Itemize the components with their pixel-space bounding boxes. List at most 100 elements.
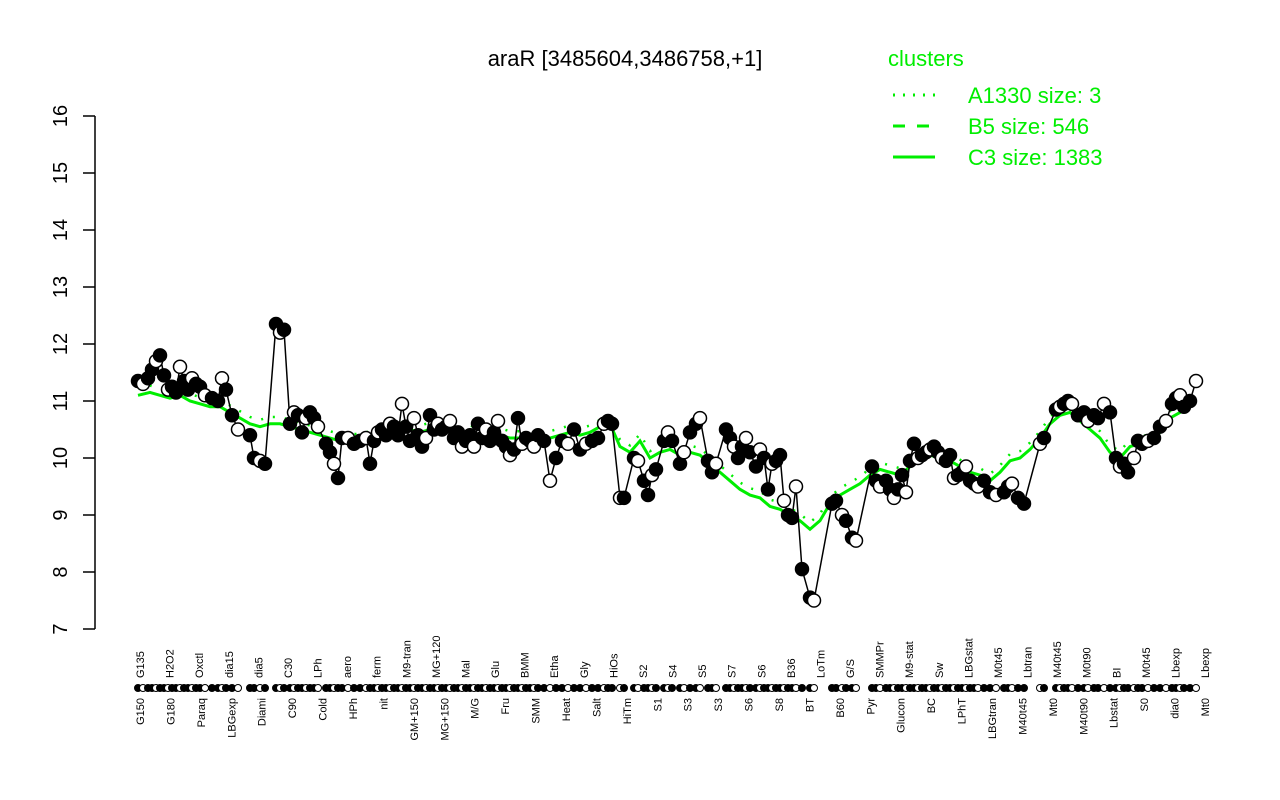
category-label: S4 (668, 665, 680, 678)
category-label: LPh (313, 658, 325, 678)
y-tick-label: 15 (50, 162, 72, 184)
data-point (760, 482, 776, 497)
category-label: MG+150 (439, 698, 451, 741)
category-marker (852, 684, 860, 692)
category-label: Gly (579, 661, 591, 678)
data-point (1004, 476, 1020, 491)
category-marker (798, 684, 806, 692)
data-point (560, 436, 576, 451)
category-label: Sw (934, 663, 946, 678)
category-label: M40t45 (1017, 698, 1029, 735)
category-marker (608, 684, 616, 692)
data-point (242, 427, 258, 443)
category-label: M40t90 (1078, 698, 1090, 735)
category-label: nit (378, 698, 390, 710)
data-point (230, 422, 246, 437)
category-label: G150 (135, 698, 147, 725)
category-label: SMMPr (875, 641, 887, 678)
series-line (137, 321, 1197, 602)
category-label: ferm (372, 656, 384, 678)
category-label: SMM (531, 698, 543, 724)
category-label: aero (342, 656, 354, 678)
y-tick-label: 16 (50, 105, 72, 127)
data-point (310, 419, 326, 434)
category-label: S7 (727, 665, 739, 678)
data-point (326, 456, 342, 471)
category-label: Diami (257, 698, 269, 726)
y-tick-label: 13 (50, 276, 72, 298)
category-label: S3 (683, 698, 695, 711)
legend-entry-c3: C3 size: 1383 (968, 145, 1103, 170)
legend-entry-b5: B5 size: 546 (968, 114, 1089, 139)
category-label: Cold (318, 698, 330, 721)
category-label: Lbexp (1170, 648, 1182, 678)
data-point (772, 447, 788, 463)
category-label: HiTm (622, 698, 634, 724)
category-label: Mal (460, 660, 472, 678)
data-point (490, 413, 506, 429)
data-point (906, 436, 922, 451)
category-label: G180 (165, 698, 177, 725)
data-point (510, 410, 526, 426)
data-point (442, 413, 458, 429)
data-point (156, 368, 172, 383)
data-point (1158, 413, 1174, 429)
y-tick-label: 7 (50, 623, 72, 634)
data-point (794, 561, 810, 577)
data-point (1126, 450, 1142, 466)
category-label: S6 (744, 698, 756, 711)
legend: clusters A1330 size: 3 B5 size: 546 C3 s… (888, 46, 1103, 170)
data-point (616, 490, 632, 506)
data-point (738, 430, 754, 446)
category-marker (234, 684, 242, 692)
category-label: dia15 (224, 651, 236, 678)
y-tick-label: 12 (50, 333, 72, 355)
data-point (806, 593, 822, 608)
y-axis: 7 8 9 10 11 12 13 14 15 16 (50, 105, 96, 635)
category-marker (696, 684, 704, 692)
category-marker (810, 684, 818, 692)
category-label: Etha (549, 654, 561, 678)
category-label: Lbtran (1023, 647, 1035, 678)
data-point (894, 467, 910, 483)
category-label: MG+120 (431, 636, 443, 679)
data-point (958, 459, 974, 474)
data-point (630, 453, 646, 469)
category-label: C30 (283, 658, 295, 678)
category-label: Glucon (896, 698, 908, 733)
category-marker (1040, 684, 1048, 692)
category-marker (261, 684, 269, 692)
category-label: S8 (774, 698, 786, 711)
data-point (976, 473, 992, 489)
data-point (1188, 373, 1204, 389)
category-marker (1020, 684, 1028, 692)
cluster-lines (137, 384, 1198, 532)
category-label: GM+150 (409, 698, 421, 741)
category-label: LoTm (815, 650, 827, 678)
category-marker (620, 684, 628, 692)
data-point (172, 359, 188, 375)
data-point (898, 484, 914, 500)
data-point (394, 396, 410, 412)
data-point (536, 433, 552, 449)
category-label: M9-stat (904, 641, 916, 678)
y-tick-label: 10 (50, 447, 72, 469)
category-label: M40t45 (1052, 641, 1064, 678)
category-marker (712, 684, 720, 692)
category-label: C90 (287, 698, 299, 718)
chart-title: araR [3485604,3486758,+1] (488, 46, 763, 71)
data-point (224, 408, 240, 423)
category-label: dia5 (253, 657, 265, 678)
data-point (838, 513, 854, 528)
category-label: HPh (348, 698, 360, 719)
category-label: S5 (697, 665, 709, 678)
y-tick-label: 11 (50, 391, 72, 412)
data-point (210, 393, 226, 409)
category-label: M9-tran (401, 640, 413, 678)
category-label: Pyr (865, 698, 877, 715)
data-point (708, 456, 724, 471)
category-label: G/S (845, 659, 857, 678)
data-point (152, 348, 168, 363)
category-label: S2 (638, 665, 650, 678)
